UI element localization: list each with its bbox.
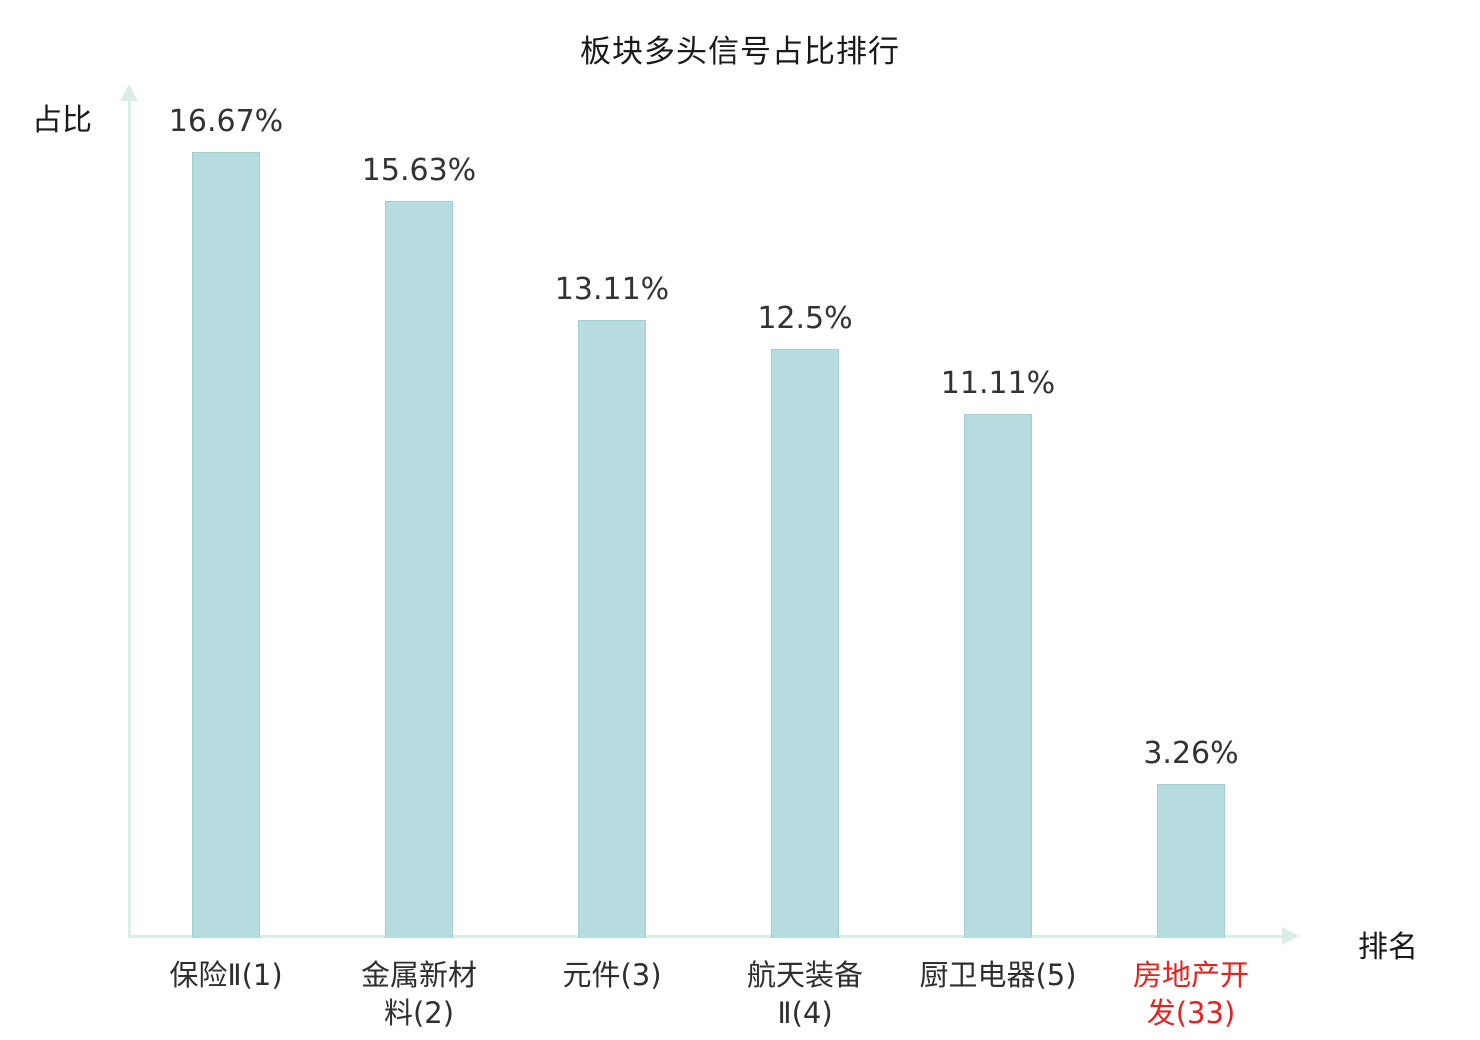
bar-value-label: 3.26% [1143, 736, 1239, 771]
bar [385, 201, 453, 938]
x-tick-label: 航天装备 Ⅱ(4) [746, 958, 863, 1030]
bar-value-label: 12.5% [757, 301, 853, 336]
bar [1157, 784, 1225, 938]
x-axis-line [128, 935, 1284, 938]
bar-value-label: 13.11% [554, 272, 670, 307]
bar [192, 152, 260, 938]
x-tick-label: 金属新材 料(2) [360, 958, 477, 1030]
bar [578, 320, 646, 938]
x-tick-label: 保险Ⅱ(1) [169, 958, 283, 992]
y-axis-arrowhead [120, 84, 138, 101]
x-axis-label: 排名 [1358, 930, 1418, 965]
y-axis-line [128, 96, 131, 938]
chart-title: 板块多头信号占比排行 [580, 34, 900, 70]
bar [964, 414, 1032, 938]
x-tick-label: 元件(3) [562, 958, 662, 992]
bar-value-label: 16.67% [168, 104, 284, 139]
x-tick-label: 厨卫电器(5) [919, 958, 1077, 992]
bar-value-label: 15.63% [361, 153, 477, 188]
x-tick-label: 房地产开 发(33) [1132, 958, 1249, 1030]
y-axis-label: 占比 [32, 103, 92, 138]
x-axis-arrowhead [1282, 927, 1299, 945]
bar [771, 349, 839, 938]
bar-value-label: 11.11% [940, 366, 1056, 401]
